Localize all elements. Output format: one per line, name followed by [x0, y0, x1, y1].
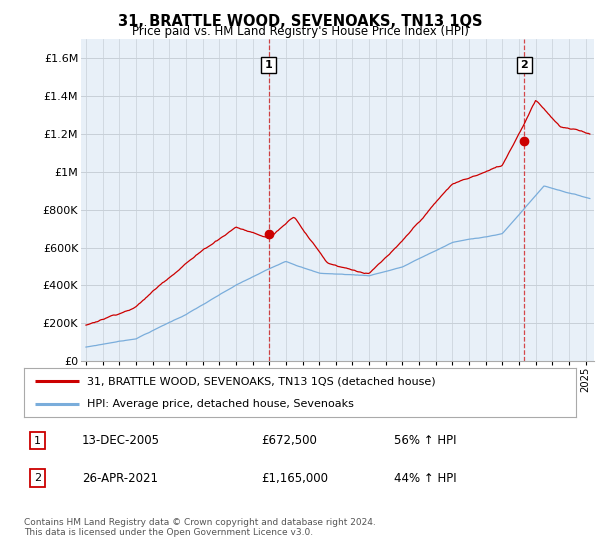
Text: Price paid vs. HM Land Registry's House Price Index (HPI): Price paid vs. HM Land Registry's House …: [131, 25, 469, 38]
Text: 31, BRATTLE WOOD, SEVENOAKS, TN13 1QS (detached house): 31, BRATTLE WOOD, SEVENOAKS, TN13 1QS (d…: [88, 376, 436, 386]
Text: 2: 2: [34, 473, 41, 483]
Text: 26-APR-2021: 26-APR-2021: [82, 472, 158, 485]
Text: 2: 2: [521, 60, 528, 70]
Text: £1,165,000: £1,165,000: [262, 472, 328, 485]
Text: £672,500: £672,500: [262, 434, 317, 447]
Text: 1: 1: [265, 60, 272, 70]
Text: 13-DEC-2005: 13-DEC-2005: [82, 434, 160, 447]
Text: 1: 1: [34, 436, 41, 446]
Text: 31, BRATTLE WOOD, SEVENOAKS, TN13 1QS: 31, BRATTLE WOOD, SEVENOAKS, TN13 1QS: [118, 14, 482, 29]
Text: HPI: Average price, detached house, Sevenoaks: HPI: Average price, detached house, Seve…: [88, 399, 355, 409]
Text: Contains HM Land Registry data © Crown copyright and database right 2024.
This d: Contains HM Land Registry data © Crown c…: [24, 518, 376, 538]
Text: 44% ↑ HPI: 44% ↑ HPI: [394, 472, 457, 485]
Text: 56% ↑ HPI: 56% ↑ HPI: [394, 434, 457, 447]
